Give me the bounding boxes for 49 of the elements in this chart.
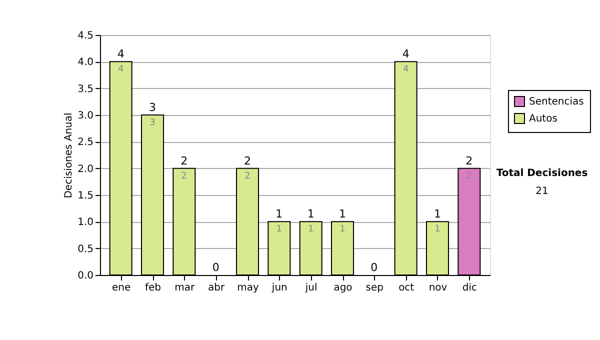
data-label: 1 xyxy=(340,224,346,235)
total-label: 1 xyxy=(276,208,283,221)
y-axis-title: Decisiones Anual xyxy=(64,112,75,198)
y-tick-label: 1.0 xyxy=(78,217,94,228)
legend-label: Sentencias xyxy=(529,96,584,108)
y-tick-label: 3.0 xyxy=(78,110,94,122)
total-label: 3 xyxy=(149,101,156,114)
y-tick-label: 3.5 xyxy=(78,84,94,95)
x-tick-label: mar xyxy=(174,282,196,294)
x-tick-label: ene xyxy=(112,282,131,294)
total-label: 0 xyxy=(212,261,220,274)
data-label: 1 xyxy=(308,224,314,235)
x-tick-label: feb xyxy=(144,282,162,294)
data-label: 2 xyxy=(466,171,472,182)
x-tick-label: dic xyxy=(462,282,477,294)
text: 21 xyxy=(536,186,548,197)
total-label: 1 xyxy=(434,208,441,221)
data-label: 4 xyxy=(402,64,409,75)
y-tick-label: 4.5 xyxy=(78,30,94,42)
total-label: 0 xyxy=(370,261,378,274)
x-tick-label: jun xyxy=(270,282,288,294)
x-tick-label: oct xyxy=(398,282,414,294)
total-label: 4 xyxy=(402,48,410,61)
data-label: 4 xyxy=(118,64,124,75)
x-tick-label: abr xyxy=(208,282,226,294)
x-tick-label: may xyxy=(237,282,259,294)
y-tick-label: 0.0 xyxy=(78,270,94,282)
x-tick-label: ago xyxy=(334,282,352,294)
y-tick-label: 4.0 xyxy=(78,57,94,68)
data-label: 2 xyxy=(181,171,188,182)
total-label: 1 xyxy=(307,208,314,221)
data-label: 1 xyxy=(276,224,282,235)
y-tick-label: 2.5 xyxy=(78,137,94,148)
y-tick-label: 1.5 xyxy=(78,190,94,202)
total-label: 4 xyxy=(117,48,124,61)
data-label: 1 xyxy=(434,224,440,235)
total-label: 2 xyxy=(244,154,251,168)
y-tick-label: 0.5 xyxy=(78,244,94,255)
x-tick-label: nov xyxy=(428,282,448,294)
y-tick-label: 2.0 xyxy=(78,164,94,175)
text: Total Decisiones xyxy=(496,168,588,179)
x-tick-label: sep xyxy=(366,282,384,294)
total-label: 2 xyxy=(466,154,473,168)
legend-label: Autos xyxy=(529,114,558,124)
data-label: 3 xyxy=(150,118,156,128)
total-label: 2 xyxy=(180,154,188,168)
x-tick-label: jul xyxy=(304,282,318,294)
data-label: 2 xyxy=(244,171,250,182)
total-label: 1 xyxy=(339,208,346,221)
